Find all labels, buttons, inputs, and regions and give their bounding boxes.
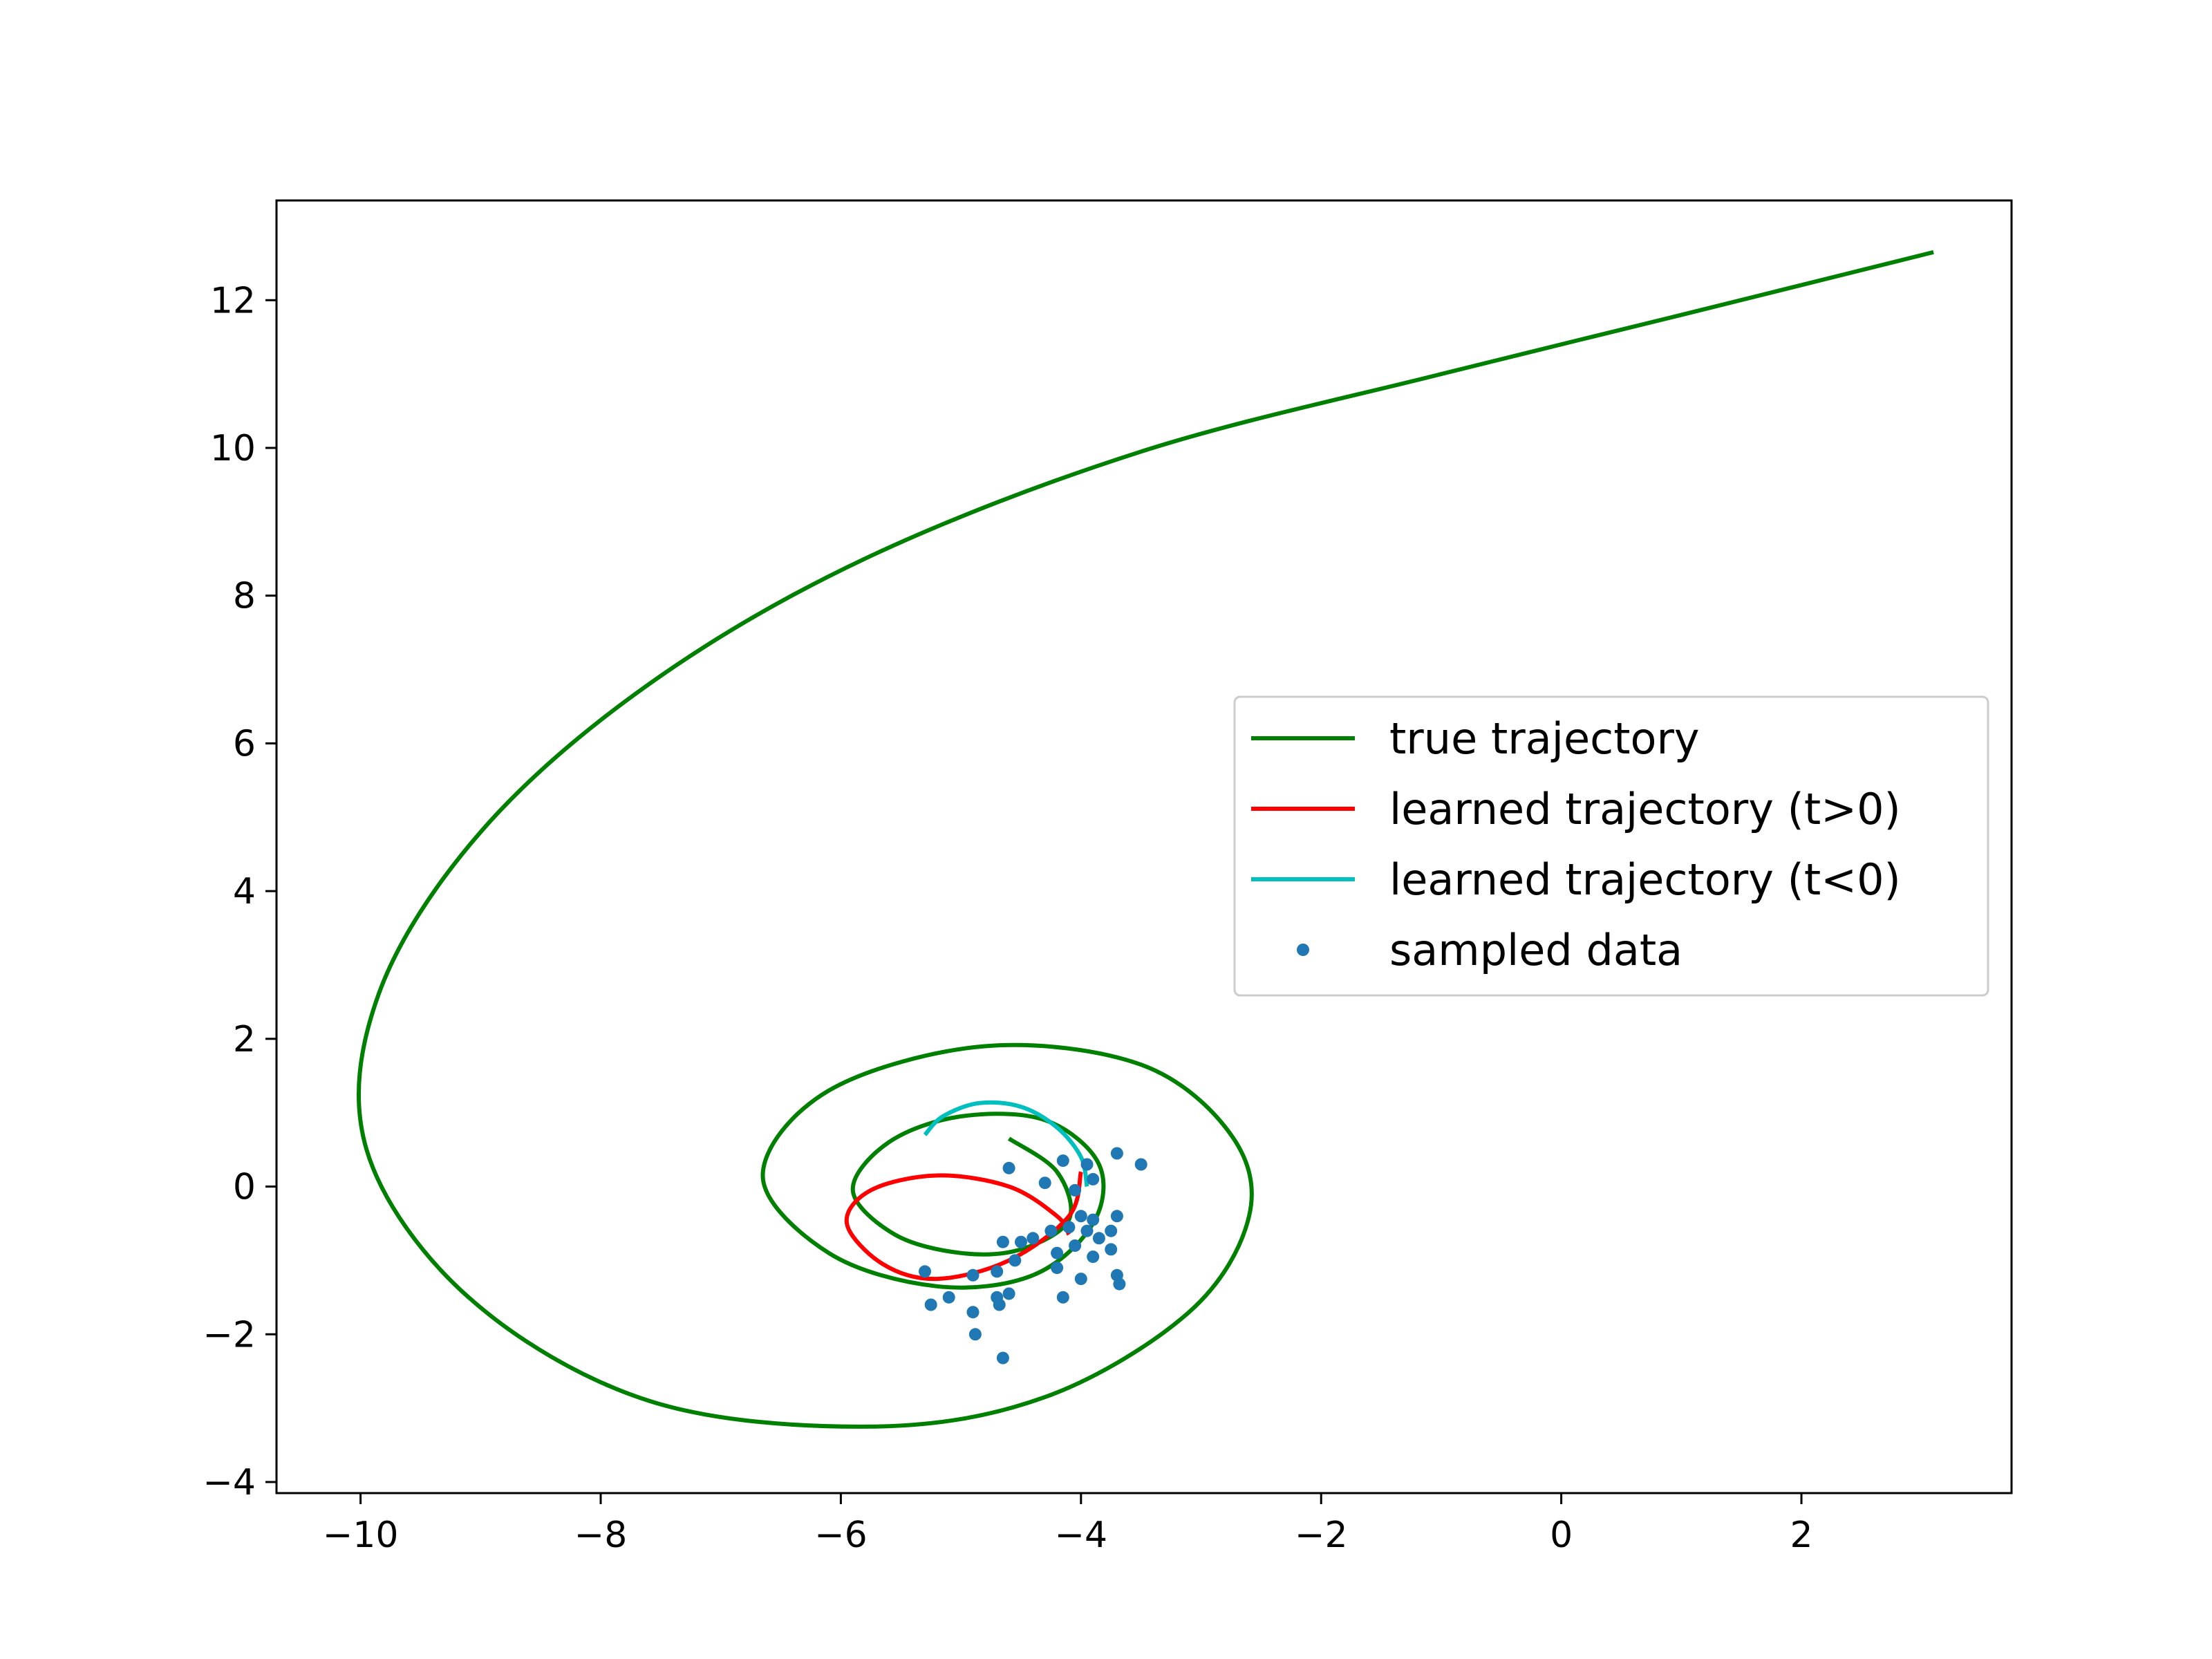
data-point-33	[1056, 1291, 1069, 1304]
data-point-27	[1074, 1273, 1087, 1286]
data-point-4	[1080, 1158, 1094, 1171]
data-point-0	[1002, 1161, 1015, 1174]
data-point-12	[1044, 1224, 1058, 1237]
x-tick-label: −2	[1295, 1515, 1348, 1556]
data-point-26	[1051, 1262, 1064, 1275]
data-point-20	[1069, 1239, 1082, 1252]
data-point-7	[1134, 1158, 1147, 1171]
y-tick-label: 12	[210, 280, 256, 321]
data-point-21	[1051, 1246, 1064, 1259]
data-point-30	[1113, 1277, 1126, 1291]
data-point-25	[919, 1265, 931, 1278]
x-tick-label: −10	[323, 1515, 399, 1556]
x-tick-label: −8	[574, 1515, 628, 1556]
data-point-19	[1087, 1250, 1100, 1264]
series-layer	[356, 250, 1934, 1429]
x-tick-label: −4	[1054, 1515, 1107, 1556]
legend-box	[1233, 695, 1989, 997]
data-point-37	[993, 1298, 1006, 1311]
legend-label-sampled-data: sampled data	[1389, 925, 1683, 975]
legend-label-true-trajectory: true trajectory	[1389, 713, 1700, 764]
x-tick-label: 2	[1790, 1515, 1812, 1556]
legend-swatch-sampled-data	[1297, 944, 1309, 956]
x-axis: −10 −8 −6 −4 −2 0 2	[323, 1493, 1813, 1556]
series-line-2	[923, 1100, 1089, 1188]
data-point-16	[1092, 1232, 1105, 1245]
y-tick-label: 6	[233, 723, 256, 765]
data-point-1	[1038, 1177, 1051, 1190]
plot-frame	[275, 199, 2013, 1494]
y-tick-label: −4	[203, 1462, 256, 1503]
legend: true trajectory learned trajectory (t>0)…	[1233, 695, 1989, 997]
data-point-6	[1110, 1147, 1123, 1160]
legend-label-learned-positive: learned trajectory (t>0)	[1389, 784, 1901, 834]
data-point-39	[996, 1351, 1009, 1365]
data-point-34	[942, 1291, 955, 1304]
data-point-18	[1110, 1210, 1123, 1223]
y-tick-label: 4	[233, 871, 256, 912]
data-point-15	[996, 1235, 1009, 1248]
data-point-3	[1069, 1183, 1082, 1197]
data-point-23	[991, 1265, 1004, 1278]
data-point-9	[1087, 1213, 1100, 1226]
legend-label-learned-negative: learned trajectory (t<0)	[1389, 854, 1901, 905]
x-tick-label: 0	[1550, 1515, 1573, 1556]
data-point-8	[1074, 1210, 1087, 1223]
y-tick-label: −2	[203, 1314, 256, 1356]
data-point-35	[924, 1298, 937, 1311]
y-tick-label: 2	[233, 1019, 256, 1060]
data-point-28	[1105, 1243, 1118, 1256]
y-tick-label: 0	[233, 1167, 256, 1208]
data-point-36	[966, 1306, 980, 1319]
data-point-24	[966, 1268, 980, 1282]
data-point-2	[1056, 1154, 1069, 1168]
data-point-13	[1027, 1232, 1040, 1245]
x-tick-label: −6	[814, 1515, 868, 1556]
data-point-5	[1087, 1172, 1100, 1185]
data-point-14	[1015, 1235, 1027, 1248]
data-point-11	[1062, 1221, 1076, 1234]
series-line-1	[844, 1171, 1083, 1282]
y-tick-label: 10	[210, 428, 256, 469]
data-point-38	[968, 1328, 982, 1341]
data-point-22	[1009, 1254, 1022, 1267]
data-point-31	[1002, 1287, 1015, 1300]
data-point-10	[1080, 1224, 1094, 1237]
data-point-17	[1105, 1224, 1118, 1237]
y-axis: −4 −2 0 2 4 6 8 10 12	[203, 280, 276, 1503]
y-tick-label: 8	[233, 576, 256, 617]
